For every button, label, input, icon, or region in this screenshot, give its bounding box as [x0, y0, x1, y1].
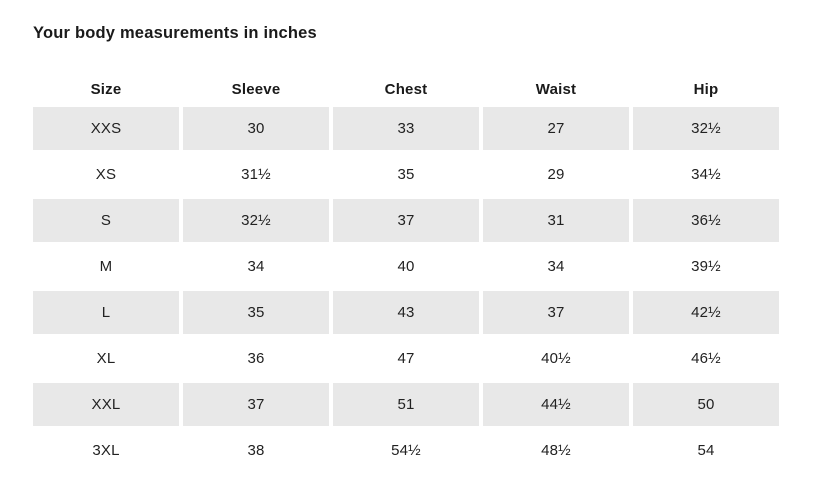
cell-hip: 36½ — [633, 199, 779, 242]
cell-size: S — [33, 199, 179, 242]
column-header-sleeve: Sleeve — [231, 80, 281, 98]
cell-sleeve: 36 — [247, 350, 265, 367]
table-row-xxl: XXL 37 51 44½ 50 — [33, 383, 779, 426]
cell-waist: 48½ — [541, 442, 571, 459]
table-row-3xl: 3XL 38 54½ 48½ 54 — [33, 429, 779, 472]
table-row-xl: XL 36 47 40½ 46½ — [33, 337, 779, 380]
cell-waist: 37 — [483, 291, 629, 334]
cell-hip: 34½ — [691, 166, 721, 183]
cell-sleeve: 35 — [183, 291, 329, 334]
column-header-size: Size — [90, 80, 122, 98]
cell-size: XL — [96, 350, 116, 367]
cell-chest: 35 — [397, 166, 415, 183]
table-row-xs: XS 31½ 35 29 34½ — [33, 153, 779, 196]
cell-size: XXS — [33, 107, 179, 150]
column-header-chest: Chest — [384, 80, 428, 98]
cell-size: M — [99, 258, 113, 275]
cell-chest: 51 — [333, 383, 479, 426]
cell-waist: 40½ — [541, 350, 571, 367]
cell-sleeve: 38 — [247, 442, 265, 459]
cell-hip: 54 — [697, 442, 715, 459]
cell-chest: 43 — [333, 291, 479, 334]
table-body: XXS 30 33 27 32½ XS 31½ 35 29 34½ S 32½ … — [33, 107, 779, 472]
column-header-hip: Hip — [693, 80, 719, 98]
column-header-waist: Waist — [535, 80, 577, 98]
cell-chest: 37 — [333, 199, 479, 242]
cell-waist: 34 — [547, 258, 565, 275]
cell-sleeve: 31½ — [241, 166, 271, 183]
cell-hip: 42½ — [633, 291, 779, 334]
table-row-xxs: XXS 30 33 27 32½ — [33, 107, 779, 150]
cell-size: XXL — [33, 383, 179, 426]
table-header-row: Size Sleeve Chest Waist Hip — [33, 71, 779, 107]
size-guide-panel: Your body measurements in inches Size Sl… — [33, 24, 779, 472]
cell-waist: 44½ — [483, 383, 629, 426]
cell-hip: 46½ — [691, 350, 721, 367]
table-row-s: S 32½ 37 31 36½ — [33, 199, 779, 242]
cell-chest: 47 — [397, 350, 415, 367]
cell-waist: 29 — [547, 166, 565, 183]
cell-size: XS — [95, 166, 117, 183]
cell-hip: 32½ — [633, 107, 779, 150]
cell-chest: 33 — [333, 107, 479, 150]
size-chart-table: Size Sleeve Chest Waist Hip XXS 30 33 27… — [33, 71, 779, 472]
cell-size: L — [33, 291, 179, 334]
page-title: Your body measurements in inches — [33, 24, 317, 42]
cell-chest: 54½ — [391, 442, 421, 459]
cell-sleeve: 37 — [183, 383, 329, 426]
cell-hip: 50 — [633, 383, 779, 426]
cell-waist: 27 — [483, 107, 629, 150]
cell-waist: 31 — [483, 199, 629, 242]
cell-sleeve: 30 — [183, 107, 329, 150]
cell-sleeve: 34 — [247, 258, 265, 275]
table-row-l: L 35 43 37 42½ — [33, 291, 779, 334]
cell-chest: 40 — [397, 258, 415, 275]
cell-hip: 39½ — [691, 258, 721, 275]
table-row-m: M 34 40 34 39½ — [33, 245, 779, 288]
cell-sleeve: 32½ — [183, 199, 329, 242]
cell-size: 3XL — [92, 442, 120, 459]
